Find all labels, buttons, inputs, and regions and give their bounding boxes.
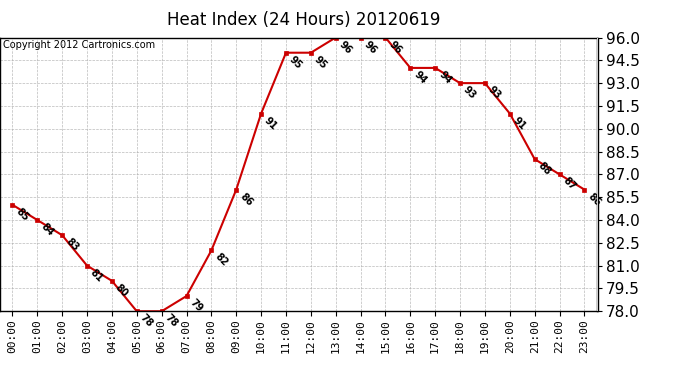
Text: 93: 93	[462, 84, 478, 101]
Text: 96: 96	[387, 39, 404, 56]
Text: 87: 87	[561, 176, 578, 192]
Text: 88: 88	[536, 160, 553, 177]
Text: 95: 95	[287, 54, 304, 71]
Text: 79: 79	[188, 297, 204, 314]
Text: 91: 91	[262, 115, 279, 132]
Text: 84: 84	[39, 221, 55, 238]
Text: 96: 96	[362, 39, 379, 56]
Text: 78: 78	[138, 313, 155, 329]
Text: 86: 86	[237, 191, 255, 208]
Text: Heat Index (24 Hours) 20120619: Heat Index (24 Hours) 20120619	[167, 11, 440, 29]
Text: 83: 83	[63, 237, 80, 253]
Text: 93: 93	[486, 84, 503, 101]
Text: 78: 78	[163, 313, 179, 329]
Text: 85: 85	[14, 206, 30, 223]
Text: 80: 80	[113, 282, 130, 299]
Text: 81: 81	[88, 267, 105, 284]
Text: 86: 86	[586, 191, 602, 208]
Text: 91: 91	[511, 115, 528, 132]
Text: 94: 94	[437, 69, 453, 86]
Text: 95: 95	[313, 54, 329, 71]
Text: 94: 94	[412, 69, 428, 86]
Text: 82: 82	[213, 252, 230, 268]
Text: Copyright 2012 Cartronics.com: Copyright 2012 Cartronics.com	[3, 40, 155, 50]
Text: 96: 96	[337, 39, 354, 56]
